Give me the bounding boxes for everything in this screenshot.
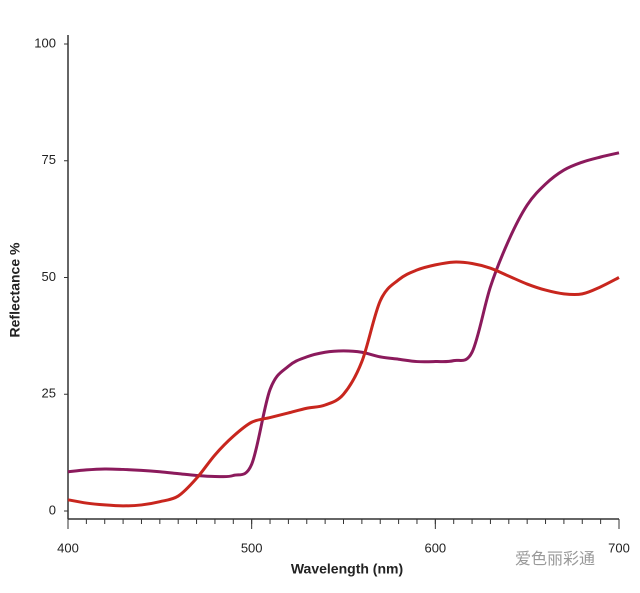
watermark: 爱色丽彩通 [515, 550, 595, 568]
x-tick-label: 500 [241, 540, 263, 555]
series-line [67, 151, 620, 479]
y-tick-label: 100 [34, 35, 56, 50]
x-tick-label: 400 [57, 540, 79, 555]
y-axis-title: Reflectance % [7, 242, 23, 337]
series-line [67, 260, 620, 508]
y-tick-label: 25 [42, 386, 56, 401]
y-tick-label: 50 [42, 269, 56, 284]
x-tick-label: 600 [424, 540, 446, 555]
y-tick-label: 75 [42, 152, 56, 167]
x-axis-title: Wavelength (nm) [291, 561, 403, 577]
y-tick-label: 0 [49, 502, 56, 517]
x-tick-label: 700 [608, 540, 630, 555]
